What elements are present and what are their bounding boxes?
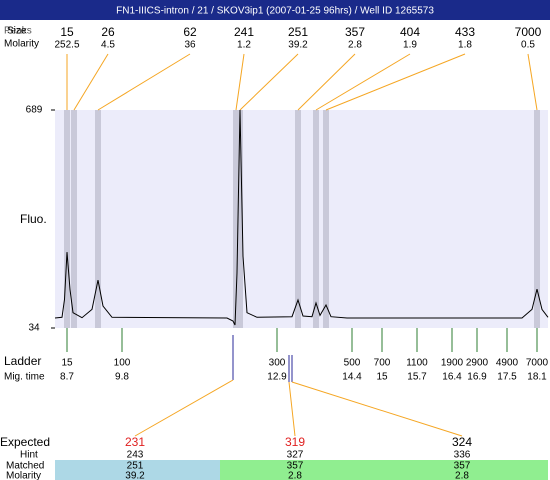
peak-connector (315, 53, 411, 111)
ladder-size: 4900 (496, 358, 519, 369)
peak-size: 357 (345, 25, 365, 39)
peak-molarity: 39.2 (288, 40, 308, 51)
ladder-size: 7000 (526, 358, 549, 369)
expected-size: 324 (452, 435, 472, 449)
peak-molarity: 2.8 (348, 40, 362, 51)
row-label: Mig. time (4, 372, 45, 383)
y-axis-label: Fluo. (20, 212, 47, 226)
matched-band (55, 460, 220, 480)
y-tick-label: 34 (28, 323, 40, 334)
peak-connector (97, 53, 191, 111)
matched-band (220, 460, 548, 480)
peak-connector (73, 53, 109, 111)
connector (134, 379, 234, 437)
ladder-size: 1100 (406, 358, 428, 369)
ladder-time: 15.7 (407, 372, 427, 383)
ladder-size: 500 (344, 358, 361, 369)
peak-molarity: 252.5 (54, 40, 79, 51)
ladder-time: 8.7 (60, 372, 74, 383)
title: FN1-IIICS-intron / 21 / SKOV3ip1 (2007-0… (116, 6, 434, 17)
row-label: Peaks (4, 26, 32, 37)
peak-band (534, 110, 540, 328)
ladder-time: 14.4 (342, 372, 362, 383)
peak-band (233, 110, 239, 328)
peak-connector (235, 53, 245, 111)
peak-band (313, 110, 319, 328)
peak-size: 433 (455, 25, 475, 39)
peak-connector (325, 53, 466, 111)
hint: 243 (127, 450, 144, 461)
expected-size: 231 (125, 435, 145, 449)
row-label: Expected (0, 435, 50, 449)
peak-molarity: 1.9 (403, 40, 417, 51)
ladder-time: 9.8 (115, 372, 129, 383)
ladder-time: 12.9 (267, 372, 287, 383)
ladder-size: 300 (269, 358, 286, 369)
ladder-time: 18.1 (527, 372, 547, 383)
ladder-size: 700 (374, 358, 391, 369)
ladder-size: 100 (114, 358, 131, 369)
peak-molarity: 4.5 (101, 40, 115, 51)
connector (291, 381, 463, 437)
peak-molarity: 1.2 (237, 40, 251, 51)
y-tick-label: 689 (26, 105, 43, 116)
connector (288, 381, 296, 437)
matched-molarity: 2.8 (455, 471, 469, 480)
peak-connector (297, 53, 356, 111)
peak-size: 404 (400, 25, 420, 39)
matched: 251 (127, 461, 144, 472)
matched: 357 (287, 461, 304, 472)
matched-molarity: 2.8 (288, 471, 302, 480)
matched: 357 (454, 461, 471, 472)
trace (54, 109, 549, 326)
peak-size: 7000 (515, 25, 542, 39)
ladder-size: 15 (61, 358, 73, 369)
peak-band (295, 110, 301, 328)
ladder-time: 16.9 (467, 372, 487, 383)
peak-size: 62 (183, 25, 197, 39)
peak-band (95, 110, 101, 328)
peak-band (64, 110, 70, 328)
peak-band (71, 110, 77, 328)
peak-size: 26 (101, 25, 115, 39)
ladder-size: 2900 (466, 358, 489, 369)
peak-connector (527, 53, 538, 111)
row-label: Ladder (4, 354, 41, 368)
peak-band (237, 110, 243, 328)
matched-molarity: 39.2 (125, 471, 145, 480)
hint: 327 (287, 450, 304, 461)
ladder-time: 16.4 (442, 372, 462, 383)
peak-size: 241 (234, 25, 254, 39)
ladder-time: 15 (376, 372, 388, 383)
peak-molarity: 1.8 (458, 40, 472, 51)
title-bar (0, 0, 550, 20)
row-label: Molarity (4, 39, 39, 50)
row-label: Hint (20, 450, 38, 461)
peak-size: 251 (288, 25, 308, 39)
hint: 336 (454, 450, 471, 461)
peak-molarity: 36 (184, 40, 196, 51)
peak-band (323, 110, 329, 328)
row-label: Molarity (6, 471, 41, 480)
row-label: Size (7, 26, 27, 37)
peak-size: 15 (60, 25, 74, 39)
peak-connector (239, 53, 299, 111)
ladder-time: 17.5 (497, 372, 517, 383)
expected-size: 319 (285, 435, 305, 449)
peak-molarity: 0.5 (521, 40, 535, 51)
ladder-size: 1900 (441, 358, 464, 369)
plot-area (55, 110, 548, 328)
row-label: Matched (6, 461, 44, 472)
